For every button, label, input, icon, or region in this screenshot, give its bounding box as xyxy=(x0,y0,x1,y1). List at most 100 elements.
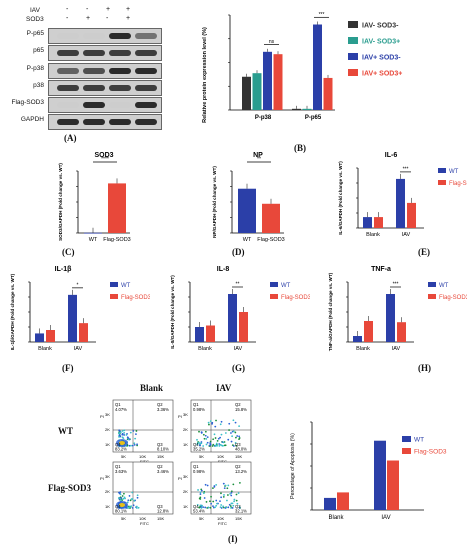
bar-flag-sod3 xyxy=(262,203,280,233)
y-axis-label: PI xyxy=(178,414,182,419)
flow-event xyxy=(203,437,206,440)
y-tick-label: 1K xyxy=(183,504,188,509)
flow-event xyxy=(121,430,124,432)
y-tick-label: 2K xyxy=(105,427,110,432)
panel-i-letter: (I) xyxy=(228,534,238,544)
bar-blank-wt xyxy=(195,327,204,342)
flow-event xyxy=(211,445,214,447)
flow-event xyxy=(209,500,211,503)
panel-d-letter: (D) xyxy=(232,247,245,257)
flow-event xyxy=(224,484,227,487)
x-tick-label: 15K xyxy=(157,516,164,521)
x-tick-label: IAV xyxy=(74,346,83,352)
flow-row-title-flag-sod3: Flag-SOD3 xyxy=(48,483,92,493)
flow-event xyxy=(132,430,135,432)
blot-strip xyxy=(48,45,162,61)
flow-event xyxy=(212,505,214,507)
x-tick-label: Flag-SOD3 xyxy=(103,237,131,243)
flow-event xyxy=(123,434,125,436)
x-tick-label: WT xyxy=(89,237,98,243)
flow-event xyxy=(234,421,237,424)
flow-event xyxy=(220,504,223,506)
bar-p-p38-1 xyxy=(252,73,262,110)
bar-p-p65-0 xyxy=(292,108,301,110)
flow-event xyxy=(200,489,203,492)
flow-event xyxy=(238,425,241,428)
flow-event xyxy=(135,433,137,436)
flow-event xyxy=(199,493,202,495)
significance-label: ** xyxy=(236,282,240,288)
bar-blank-flag-sod3 xyxy=(374,217,383,228)
flow-event xyxy=(203,490,206,493)
x-axis-label: FITC xyxy=(140,521,149,526)
blot-band xyxy=(83,119,105,125)
blot-label-pp65: P-p65 xyxy=(26,30,44,37)
flow-event xyxy=(118,432,121,434)
chart-title: IL-6 xyxy=(385,152,398,159)
x-tick-label: Blank xyxy=(38,346,52,352)
bar-blank-flag-sod3 xyxy=(46,330,55,342)
flow-event xyxy=(216,502,218,505)
bar-iav-wt xyxy=(396,178,405,228)
blot-sign: - xyxy=(106,15,109,22)
bar-iav-wt xyxy=(228,294,237,342)
legend-swatch xyxy=(110,294,118,299)
flow-density-peak xyxy=(119,503,125,507)
flow-event xyxy=(133,500,136,502)
flow-event xyxy=(130,505,133,508)
quadrant-q4-value: 83.2% xyxy=(115,447,127,452)
flow-event xyxy=(119,493,122,496)
flow-event xyxy=(125,434,128,436)
x-axis-label: FITC xyxy=(218,459,227,464)
blot-band xyxy=(109,102,131,108)
blot-strip xyxy=(48,114,162,130)
blot-band xyxy=(135,119,157,125)
blot-band xyxy=(109,85,131,91)
flow-event xyxy=(123,492,125,495)
x-tick-label: 15K xyxy=(157,454,164,459)
flow-event xyxy=(220,496,223,499)
legend-swatch xyxy=(270,294,278,299)
flow-event xyxy=(220,433,223,436)
flow-event xyxy=(209,440,212,443)
y-tick-label: 1K xyxy=(105,504,110,509)
legend-label: Flag-SOD3 xyxy=(121,295,150,301)
flow-event xyxy=(235,499,238,502)
legend-label: IAV- SOD3+ xyxy=(362,39,400,46)
flow-event xyxy=(205,438,208,440)
flow-event xyxy=(222,441,225,444)
flow-event xyxy=(132,504,135,507)
flow-event xyxy=(238,481,241,484)
y-tick-label: 1K xyxy=(105,442,110,447)
blot-band xyxy=(57,68,79,74)
significance-label: *** xyxy=(393,282,399,288)
flow-event xyxy=(215,483,218,486)
x-tick-label: 15K xyxy=(235,516,242,521)
blot-sign: - xyxy=(86,6,89,13)
x-tick-label: 10K xyxy=(217,454,224,459)
bar-blank-flag-sod3 xyxy=(337,492,349,510)
chart-ylabel: TNF-a/GAPDH (Fold change vs. WT) xyxy=(328,272,333,351)
quadrant-q1-value: 0.98% xyxy=(193,407,205,412)
quadrant-q3-value: 48.0% xyxy=(235,447,247,452)
flow-event xyxy=(228,503,231,506)
chart-ylabel: NP/GAPDH (Fold change vs. WT) xyxy=(212,166,217,238)
chart-ylabel: SOD3/GAPDH (Fold change vs. WT) xyxy=(58,163,63,241)
legend-label: WT xyxy=(281,283,291,289)
blot-label-flag-sod3: Flag-SOD3 xyxy=(11,99,44,106)
flow-event xyxy=(229,492,232,495)
flow-event xyxy=(196,438,198,441)
blot-sign: + xyxy=(106,6,111,13)
bar-flag-sod3 xyxy=(108,183,126,233)
flow-event xyxy=(204,434,207,437)
flow-event xyxy=(133,443,136,446)
y-axis-label: PI xyxy=(178,476,182,481)
flow-event xyxy=(127,499,130,502)
x-tick-label: Flag-SOD3 xyxy=(257,237,285,243)
flow-event xyxy=(128,495,131,497)
flow-event xyxy=(238,506,241,509)
quadrant-q3-value: 32.1% xyxy=(235,509,247,514)
legend-label: IAV+ SOD3- xyxy=(362,55,401,62)
